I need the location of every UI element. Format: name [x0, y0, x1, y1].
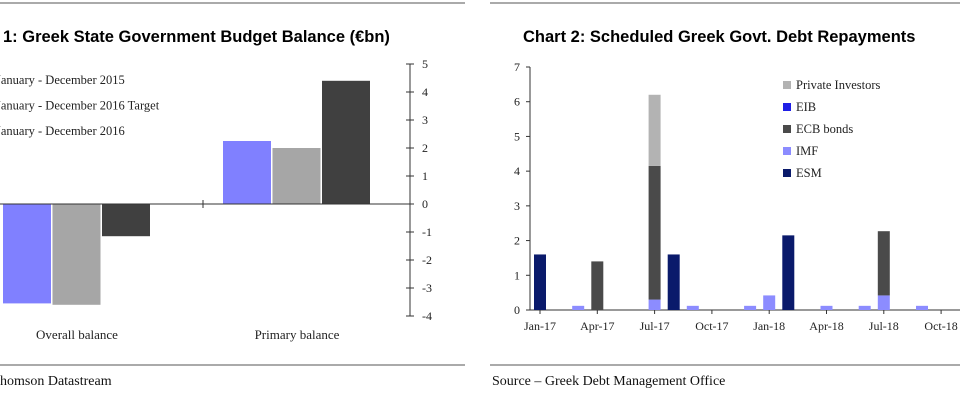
chart2-title: Chart 2: Scheduled Greek Govt. Debt Repa… — [523, 28, 915, 46]
chart2-x-tick-label: Oct-18 — [924, 319, 957, 333]
chart2-bar-segment — [648, 94, 661, 166]
chart2-y-tick-label: 5 — [514, 129, 520, 143]
chart2-bar-segment — [591, 261, 604, 310]
chart1-y-tick-label: -3 — [422, 281, 432, 295]
chart1-category-label: Primary balance — [255, 327, 340, 342]
chart2-legend-entry: ESM — [796, 166, 822, 180]
chart1-bar — [272, 148, 321, 204]
chart2-x-tick-label: Jul-17 — [640, 319, 670, 333]
chart2-bar-segment — [534, 254, 546, 310]
chart2-bar-segment — [648, 165, 661, 300]
chart2-legend-entry: Private Investors — [796, 78, 880, 92]
chart2-axes: 0 1 2 3 4 5 6 7 Jan-17 Apr-17 Jul-17 Oct-17 Jan-18 Ap… — [514, 60, 960, 333]
chart1-legend-entry: January - December 2016 — [0, 124, 125, 138]
chart2-legend-swatch — [783, 125, 791, 133]
chart1-legend: January - December 2015 January - Decembe… — [0, 73, 160, 138]
chart1-y-tick-label: -1 — [422, 225, 432, 239]
chart2-bar-segment — [916, 305, 928, 310]
chart2-legend-swatch — [783, 103, 791, 111]
chart1-y-tick-label: 3 — [422, 113, 428, 127]
chart1: 1: Greek State Government Budget Balance… — [0, 28, 432, 342]
chart2-x-tick-label: Oct-17 — [695, 319, 728, 333]
chart2-y-tick-label: 1 — [514, 268, 520, 282]
chart2-bar-segment — [858, 305, 871, 310]
chart1-y-axis: 5 4 3 2 1 0 -1 -2 -3 -4 — [0, 57, 432, 323]
chart1-title: 1: Greek State Government Budget Balance… — [3, 28, 390, 46]
chart2-y-tick-label: 4 — [514, 164, 520, 178]
chart2-bars — [534, 94, 928, 310]
chart2-bar-segment — [667, 254, 680, 310]
chart2: Chart 2: Scheduled Greek Govt. Debt Repa… — [514, 28, 960, 333]
chart1-bar — [322, 80, 370, 204]
chart2-legend-entry: EIB — [796, 100, 816, 114]
chart2-bar-segment — [782, 235, 795, 310]
chart2-bar-segment — [744, 305, 757, 310]
chart2-legend: Private Investors EIB ECB bonds IMF ESM — [783, 78, 880, 180]
chart2-bar-segment — [763, 295, 776, 310]
chart1-bar — [3, 204, 51, 304]
chart2-legend-swatch — [783, 81, 791, 89]
chart1-source: homson Datastream — [0, 374, 112, 389]
chart2-legend-entry: ECB bonds — [796, 122, 853, 136]
chart2-x-tick-label: Apr-17 — [580, 319, 614, 333]
chart1-categories: Overall balance Primary balance — [36, 327, 340, 342]
chart1-bars — [3, 80, 370, 305]
chart1-y-tick-label: 2 — [422, 141, 428, 155]
chart2-y-tick-label: 2 — [514, 234, 520, 248]
chart2-x-tick-label: Jan-18 — [753, 319, 785, 333]
chart2-y-tick-label: 3 — [514, 199, 520, 213]
chart2-bar-segment — [820, 305, 833, 310]
chart2-bar-segment — [648, 299, 661, 310]
chart2-y-tick-label: 6 — [514, 95, 520, 109]
chart1-y-tick-label: -4 — [422, 309, 432, 323]
chart1-y-tick-label: 1 — [422, 169, 428, 183]
chart1-y-tick-label: 5 — [422, 57, 428, 71]
chart2-bar-segment — [877, 231, 890, 296]
chart1-bar — [102, 204, 150, 237]
chart2-bar-segment — [686, 305, 699, 310]
chart1-y-tick-label: -2 — [422, 253, 432, 267]
chart2-y-tick-label: 7 — [514, 60, 520, 74]
chart2-legend-entry: IMF — [796, 144, 818, 158]
chart1-legend-entry: January - December 2015 — [0, 73, 125, 87]
chart2-x-tick-label: Jan-17 — [524, 319, 556, 333]
chart2-legend-swatch — [783, 147, 791, 155]
chart2-bar-segment — [877, 295, 890, 310]
chart2-source: Source – Greek Debt Management Office — [492, 374, 725, 389]
chart2-y-tick-label: 0 — [514, 303, 520, 317]
chart2-legend-swatch — [783, 169, 791, 177]
chart1-legend-entry: January - December 2016 Target — [0, 99, 160, 113]
chart2-x-tick-label: Apr-18 — [809, 319, 843, 333]
chart2-x-tick-label: Jul-18 — [869, 319, 899, 333]
chart1-bar — [52, 204, 101, 305]
chart1-y-tick-label: 0 — [422, 197, 428, 211]
chart1-bar — [223, 141, 271, 204]
chart1-category-label: Overall balance — [36, 327, 118, 342]
chart2-bar-segment — [572, 305, 585, 310]
chart1-y-tick-label: 4 — [422, 85, 428, 99]
